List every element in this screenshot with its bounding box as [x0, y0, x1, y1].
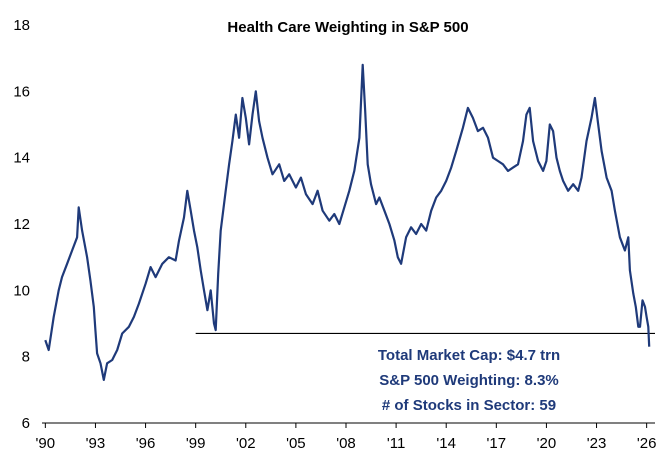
y-axis: 6 8 10 12 14 16 18: [13, 17, 30, 432]
x-tick-label: '02: [236, 435, 256, 452]
x-tick-label: '17: [487, 435, 507, 452]
annotation-weighting: S&P 500 Weighting: 8.3%: [379, 372, 559, 389]
y-tick-label: 10: [13, 282, 30, 299]
x-tick-label: '14: [436, 435, 456, 452]
x-tick-label: '11: [387, 435, 405, 452]
series-group: [44, 63, 651, 381]
y-tick-label: 6: [22, 415, 30, 432]
series-line: [44, 63, 651, 381]
x-tick-label: '20: [537, 435, 557, 452]
x-tick-label: '93: [86, 435, 106, 452]
x-tick-label: '99: [186, 435, 206, 452]
y-tick-label: 18: [13, 17, 30, 34]
chart-title: Health Care Weighting in S&P 500: [227, 19, 468, 36]
x-axis: '90 '93 '96 '99 '02 '05 '08 '11 '14 '17 '20 '23 '26: [36, 423, 657, 452]
y-tick-label: 8: [22, 349, 30, 366]
x-tick-label: '05: [286, 435, 306, 452]
x-tick-label: '26: [637, 435, 657, 452]
annotation-stock-count: # of Stocks in Sector: 59: [382, 397, 556, 414]
x-tick-label: '23: [587, 435, 607, 452]
y-tick-label: 14: [13, 150, 30, 167]
x-tick-label: '08: [336, 435, 356, 452]
annotation-market-cap: Total Market Cap: $4.7 trn: [378, 347, 560, 364]
x-tick-label: '90: [36, 435, 56, 452]
x-tick-label: '96: [136, 435, 156, 452]
y-tick-label: 16: [13, 83, 30, 100]
y-tick-label: 12: [13, 216, 30, 233]
